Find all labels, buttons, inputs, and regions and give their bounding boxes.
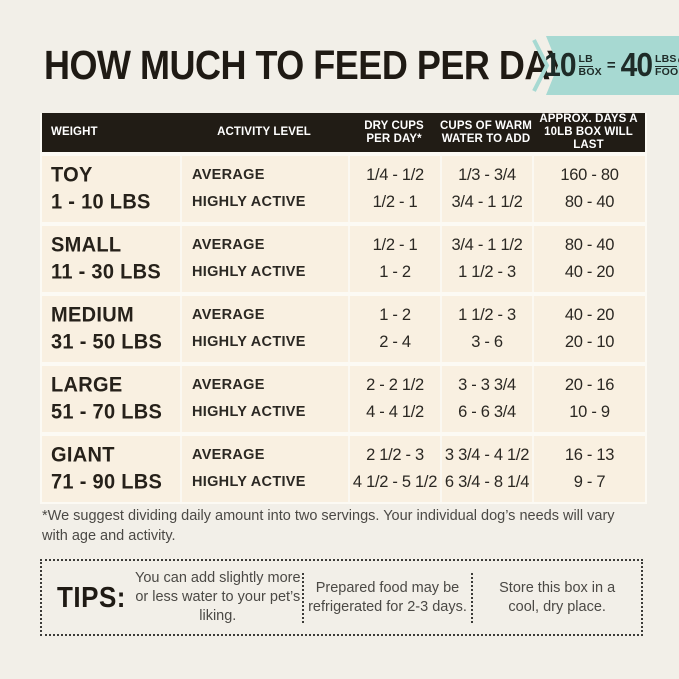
activity-highly-active-label: HIGHLY ACTIVE bbox=[192, 264, 306, 280]
header-days-box-lasts: APPROX. DAYS A 10LB BOX WILL LAST bbox=[539, 113, 638, 151]
header-weight: WEIGHT bbox=[42, 113, 180, 152]
activity-average-label: AVERAGE bbox=[192, 377, 265, 393]
water-average: 1 1/2 - 3 bbox=[458, 306, 516, 324]
days-average: 40 - 20 bbox=[564, 306, 615, 324]
dry-cups-average: 1/4 - 1/2 bbox=[366, 166, 424, 184]
weight-range: 31 - 50 LBS bbox=[51, 330, 163, 354]
activity-average-label: AVERAGE bbox=[192, 237, 265, 253]
feeding-table: WEIGHT ACTIVITY LEVEL DRY CUPS PER DAY* … bbox=[40, 113, 647, 504]
activity-average-label: AVERAGE bbox=[192, 447, 265, 463]
dry-cups-active: 2 - 4 bbox=[379, 333, 411, 351]
dry-cups-active: 1 - 2 bbox=[379, 263, 411, 281]
days-active: 9 - 7 bbox=[573, 473, 606, 491]
activity-average-label: AVERAGE bbox=[192, 307, 265, 323]
dry-cups-average: 2 - 2 1/2 bbox=[366, 376, 424, 394]
table-row-large: LARGE 51 - 70 LBS AVERAGE HIGHLY ACTIVE … bbox=[42, 366, 645, 432]
table-row-giant: GIANT 71 - 90 LBS AVERAGE HIGHLY ACTIVE … bbox=[42, 436, 645, 502]
water-active: 6 - 6 3/4 bbox=[458, 403, 516, 421]
water-active: 3 - 6 bbox=[471, 333, 503, 351]
days-average: 80 - 40 bbox=[564, 236, 615, 254]
days-active: 40 - 20 bbox=[564, 263, 615, 281]
badge-right-unit: LBS of FOOD! bbox=[655, 52, 679, 78]
badge-notched-ribbon-icon bbox=[546, 36, 679, 95]
activity-highly-active-label: HIGHLY ACTIVE bbox=[192, 404, 306, 420]
days-active: 10 - 9 bbox=[569, 403, 610, 421]
tips-label: TIPS: bbox=[57, 580, 126, 614]
activity-highly-active-label: HIGHLY ACTIVE bbox=[192, 334, 306, 350]
header-activity-label: ACTIVITY LEVEL bbox=[217, 126, 311, 138]
days-average: 20 - 16 bbox=[564, 376, 615, 394]
dry-cups-active: 1/2 - 1 bbox=[372, 193, 418, 211]
header-dry-cups: DRY CUPS PER DAY* bbox=[364, 119, 424, 145]
dry-cups-average: 2 1/2 - 3 bbox=[366, 446, 424, 464]
tip-refrigerate: Prepared food may be refrigerated for 2-… bbox=[308, 579, 467, 615]
weight-range: 11 - 30 LBS bbox=[51, 260, 162, 284]
table-row-medium: MEDIUM 31 - 50 LBS AVERAGE HIGHLY ACTIVE… bbox=[42, 296, 645, 362]
badge-left-unit-bottom: BOX bbox=[578, 65, 602, 78]
activity-average-label: AVERAGE bbox=[192, 167, 265, 183]
days-average: 160 - 80 bbox=[560, 166, 619, 184]
activity-highly-active-label: HIGHLY ACTIVE bbox=[192, 194, 306, 210]
weight-range: 1 - 10 LBS bbox=[51, 190, 151, 214]
badge-ribbon-shape bbox=[532, 36, 679, 95]
tips-box: TIPS: You can add slightly more or less … bbox=[40, 559, 643, 636]
table-header-row: WEIGHT ACTIVITY LEVEL DRY CUPS PER DAY* … bbox=[42, 113, 645, 152]
badge-left-unit-top: LB bbox=[578, 52, 593, 67]
badge-right-unit-script: of bbox=[678, 53, 679, 65]
weight-name: MEDIUM bbox=[51, 303, 134, 327]
weight-range: 51 - 70 LBS bbox=[51, 400, 163, 424]
badge-content: 10 LB BOX = 40 LBS of FOOD! bbox=[544, 36, 679, 95]
table-row-toy: TOY 1 - 10 LBS AVERAGE HIGHLY ACTIVE 1/4… bbox=[42, 156, 645, 222]
header-warm-water: CUPS OF WARM WATER TO ADD bbox=[440, 119, 532, 145]
water-average: 3/4 - 1 1/2 bbox=[451, 236, 523, 254]
badge-right-value: 40 bbox=[620, 46, 653, 84]
water-average: 1/3 - 3/4 bbox=[458, 166, 516, 184]
page-title: HOW MUCH TO FEED PER DAY bbox=[44, 42, 571, 88]
water-average: 3 3/4 - 4 1/2 bbox=[444, 446, 530, 464]
water-active: 6 3/4 - 8 1/4 bbox=[444, 473, 530, 491]
serving-footnote: *We suggest dividing daily amount into t… bbox=[42, 508, 615, 544]
days-active: 20 - 10 bbox=[564, 333, 615, 351]
water-active: 3/4 - 1 1/2 bbox=[451, 193, 523, 211]
water-active: 1 1/2 - 3 bbox=[458, 263, 516, 281]
header-activity-level: ACTIVITY LEVEL bbox=[180, 113, 348, 152]
dry-cups-average: 1 - 2 bbox=[379, 306, 411, 324]
weight-range: 71 - 90 LBS bbox=[51, 470, 163, 494]
table-row-small: SMALL 11 - 30 LBS AVERAGE HIGHLY ACTIVE … bbox=[42, 226, 645, 292]
badge-left-value: 10 bbox=[544, 46, 576, 84]
weight-name: SMALL bbox=[51, 233, 122, 257]
badge-left-unit: LB BOX bbox=[578, 52, 602, 78]
equivalence-badge: 10 LB BOX = 40 LBS of FOOD! bbox=[531, 36, 679, 95]
days-average: 16 - 13 bbox=[564, 446, 615, 464]
weight-name: GIANT bbox=[51, 443, 115, 467]
water-average: 3 - 3 3/4 bbox=[458, 376, 516, 394]
badge-equals-sign: = bbox=[606, 57, 616, 74]
dry-cups-active: 4 1/2 - 5 1/2 bbox=[352, 473, 438, 491]
dry-cups-active: 4 - 4 1/2 bbox=[366, 403, 424, 421]
header-weight-label: WEIGHT bbox=[51, 126, 98, 138]
activity-highly-active-label: HIGHLY ACTIVE bbox=[192, 474, 306, 490]
badge-right-unit-bottom: FOOD! bbox=[655, 65, 679, 78]
dry-cups-average: 1/2 - 1 bbox=[372, 236, 418, 254]
badge-chevron-stripe-icon bbox=[532, 39, 550, 92]
days-active: 80 - 40 bbox=[564, 193, 615, 211]
weight-name: TOY bbox=[51, 163, 93, 187]
tips-divider bbox=[471, 572, 474, 623]
weight-name: LARGE bbox=[51, 373, 123, 397]
tip-water-adjust: You can add slightly more or less water … bbox=[135, 570, 301, 624]
tip-storage: Store this box in a cool, dry place. bbox=[499, 579, 616, 615]
badge-right-unit-top: LBS bbox=[655, 52, 677, 67]
tips-divider bbox=[301, 572, 304, 623]
